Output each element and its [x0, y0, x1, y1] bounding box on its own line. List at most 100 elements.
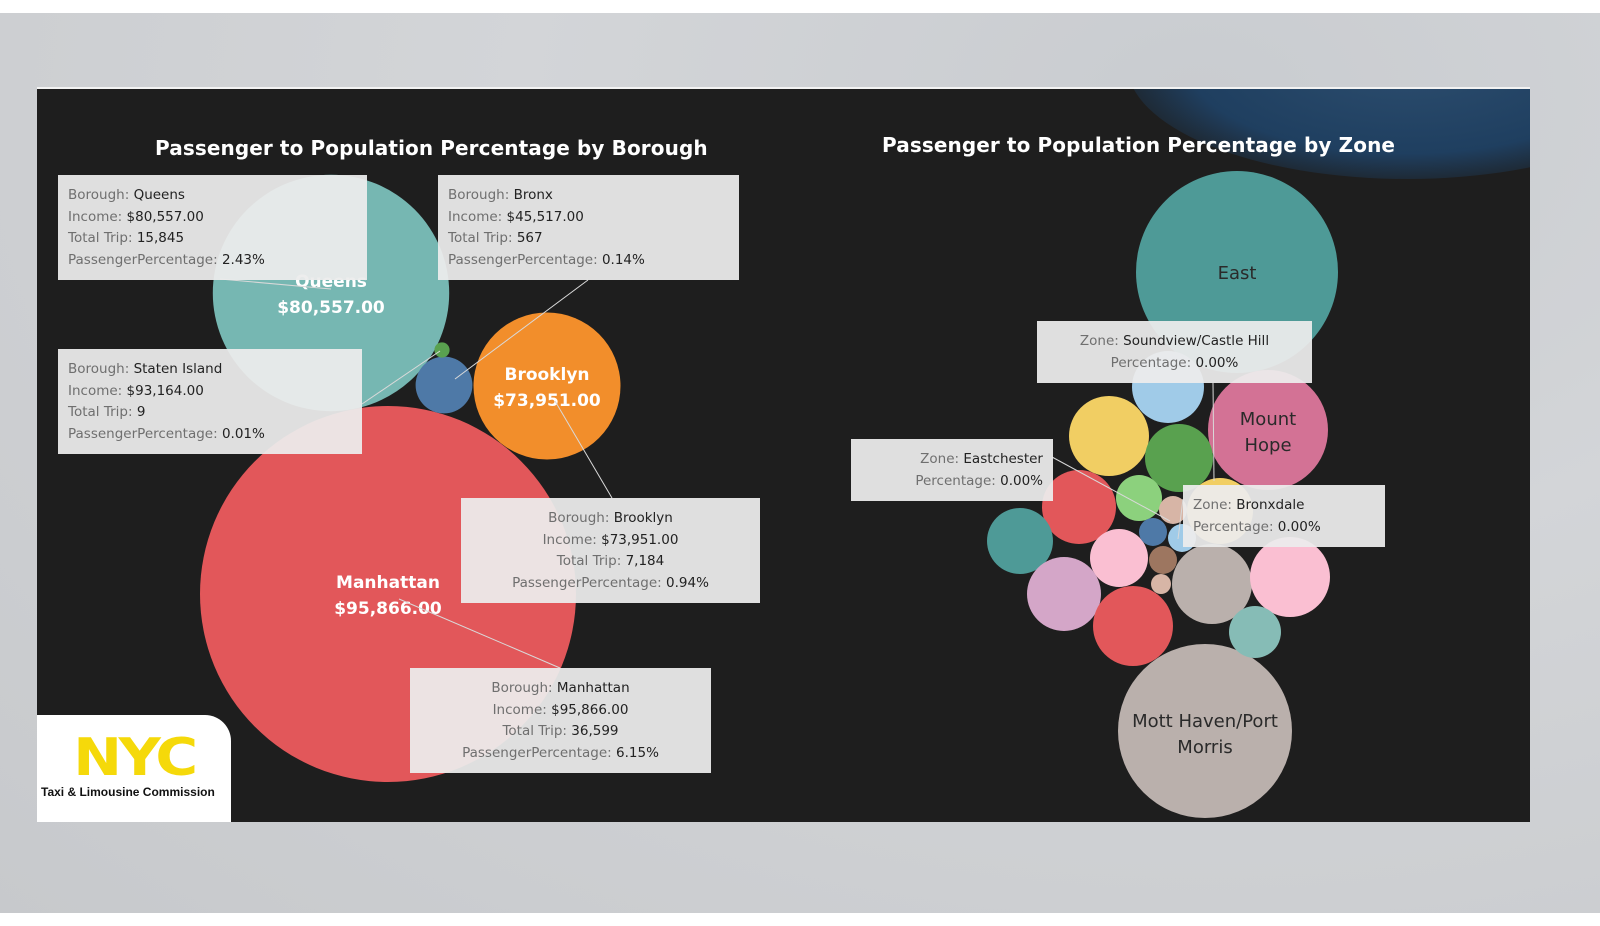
bubble-bronx[interactable] [415, 356, 473, 414]
tooltip-borough: Bronx [513, 187, 553, 203]
tooltip-income: $93,164.00 [126, 382, 204, 399]
tooltip-key: Percentage: [1193, 518, 1274, 535]
tooltip-percentage: 0.00% [1277, 518, 1321, 535]
tooltip-manhattan: Borough: Manhattan Income: $95,866.00 To… [410, 668, 711, 773]
leader-brooklyn [554, 400, 613, 499]
zone-label-mount-hope-1: Mount [1240, 409, 1296, 430]
tooltip-queens: Borough: Queens Income: $80,557.00 Total… [58, 175, 367, 280]
tooltip-key: Borough: [448, 187, 510, 203]
tooltip-percentage: 0.00% [1195, 354, 1239, 371]
tooltip-key: Income: [68, 208, 123, 225]
tooltip-key: Income: [448, 208, 503, 225]
tooltip-key: Zone: [1193, 497, 1232, 513]
tooltip-key: Total Trip: [556, 553, 622, 569]
bubble-value-brooklyn: $73,951.00 [493, 391, 601, 411]
tooltip-percentage: 0.00% [1000, 472, 1043, 489]
zone-bubble-16[interactable] [1229, 606, 1281, 658]
logo-caption: Taxi & Limousine Commission [41, 785, 215, 799]
tooltip-borough: Brooklyn [613, 510, 673, 526]
bubble-label-manhattan: Manhattan [336, 573, 440, 593]
zone-bubble-11[interactable] [1090, 529, 1148, 587]
zone-bubble-12[interactable] [1027, 557, 1101, 631]
tooltip-bronx: Borough: Bronx Income: $45,517.00 Total … [438, 175, 739, 280]
tooltip-key: Total Trip: [448, 230, 513, 246]
tooltip-key: Zone: [1079, 333, 1119, 349]
tooltip-key: Total Trip: [68, 230, 133, 246]
tooltip-income: $73,951.00 [601, 531, 679, 548]
leader-queens [219, 278, 332, 290]
leader-bronxdale [1177, 498, 1184, 540]
bubble-value-queens: $80,557.00 [277, 298, 385, 318]
tooltip-borough: Queens [133, 187, 185, 203]
tooltip-soundview: Zone: Soundview/Castle Hill Percentage: … [1037, 321, 1312, 383]
zone-label-mott-haven-port-morris-1: Mott Haven/Port [1132, 711, 1278, 732]
tooltip-key: Total Trip: [502, 723, 567, 739]
zone-bubble-13[interactable] [1093, 586, 1173, 666]
zone-bubble-mount-hope[interactable] [1208, 370, 1328, 490]
zone-bubble-7[interactable] [1069, 396, 1149, 476]
tooltip-zone: Eastchester [963, 451, 1043, 467]
tooltip-borough: Staten Island [133, 361, 223, 377]
leader-staten-island [361, 350, 441, 405]
tooltip-eastchester: Zone: Eastchester Percentage: 0.00% [851, 439, 1053, 501]
tooltip-total-trip: 15,845 [136, 230, 185, 246]
tooltip-income: $80,557.00 [126, 208, 204, 225]
tooltip-key: Income: [492, 701, 547, 718]
zone-bubble-17[interactable] [1159, 496, 1187, 524]
leader-eastchester [1051, 456, 1171, 522]
tooltip-key: Total Trip: [68, 404, 133, 420]
tooltip-income: $45,517.00 [506, 208, 584, 225]
zone-bubble-eastchester[interactable] [1042, 470, 1116, 544]
zone-label-east-1: East [1218, 263, 1257, 284]
zone-bubble-9[interactable] [1116, 475, 1162, 521]
tooltip-key: Borough: [491, 680, 553, 696]
tooltip-total-trip: 36,599 [571, 723, 619, 739]
leader-soundview [1212, 382, 1215, 482]
tooltip-passenger-percentage: 2.43% [221, 251, 265, 268]
zone-bubble-15[interactable] [1250, 537, 1330, 617]
tooltip-key: Income: [68, 382, 123, 399]
tooltip-key: Borough: [68, 361, 130, 377]
bubble-label-brooklyn: Brooklyn [504, 365, 589, 385]
leader-bronx [454, 279, 589, 380]
tooltip-key: PassengerPercentage: [68, 251, 218, 268]
zone-label-mount-hope-2: Hope [1244, 435, 1291, 456]
tooltip-key: PassengerPercentage: [68, 425, 218, 442]
tooltip-passenger-percentage: 0.14% [601, 251, 645, 268]
zone-bubble-14[interactable] [1172, 544, 1252, 624]
tooltip-key: Percentage: [1110, 354, 1192, 371]
tooltip-bronxdale: Zone: Bronxdale Percentage: 0.00% [1183, 485, 1385, 547]
zone-bubble-21[interactable] [1151, 574, 1171, 594]
tooltip-key: PassengerPercentage: [512, 574, 662, 591]
tooltip-key: Zone: [920, 451, 960, 467]
leader-manhattan [398, 598, 561, 669]
tooltip-zone: Bronxdale [1236, 497, 1305, 513]
bubble-brooklyn[interactable] [473, 312, 621, 460]
zone-bubble-8[interactable] [1145, 424, 1213, 492]
tooltip-borough: Manhattan [556, 680, 630, 696]
bubble-value-manhattan: $95,866.00 [334, 599, 442, 619]
tooltip-key: Percentage: [915, 472, 996, 489]
nyc-logo-mark: NYC [73, 728, 198, 788]
tooltip-key: Borough: [68, 187, 130, 203]
tooltip-key: Borough: [548, 510, 610, 526]
zone-bubble-20[interactable] [1149, 546, 1177, 574]
bubble-staten-island[interactable] [434, 342, 450, 358]
tooltip-staten-island: Borough: Staten Island Income: $93,164.0… [58, 349, 362, 454]
zone-chart-title: Passenger to Population Percentage by Zo… [882, 133, 1396, 157]
tooltip-total-trip: 7,184 [625, 553, 665, 569]
tooltip-total-trip: 567 [516, 230, 543, 246]
zone-label-mott-haven-port-morris-2: Morris [1177, 737, 1232, 758]
tooltip-passenger-percentage: 6.15% [616, 744, 659, 761]
zone-bubble-18[interactable] [1139, 518, 1167, 546]
zone-bubble-mott-haven-port-morris[interactable] [1118, 644, 1292, 818]
tooltip-key: Income: [542, 531, 597, 548]
borough-chart-title: Passenger to Population Percentage by Bo… [155, 136, 708, 160]
tooltip-key: PassengerPercentage: [448, 251, 598, 268]
tooltip-zone: Soundview/Castle Hill [1123, 333, 1270, 349]
tooltip-brooklyn: Borough: Brooklyn Income: $73,951.00 Tot… [461, 498, 760, 603]
zone-bubble-10[interactable] [987, 508, 1053, 574]
tooltip-passenger-percentage: 0.94% [666, 574, 709, 591]
tooltip-income: $95,866.00 [551, 701, 629, 718]
nyc-tlc-logo: NYC Taxi & Limousine Commission [37, 715, 231, 822]
